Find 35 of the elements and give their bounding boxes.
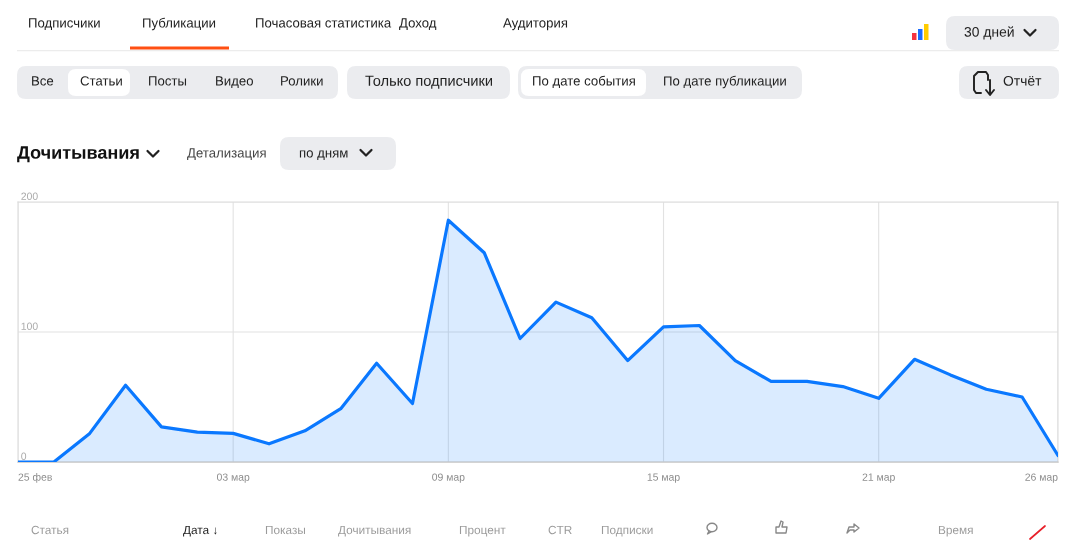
text: Все — [32, 76, 54, 86]
text: Статьи — [80, 76, 122, 86]
text: Дата ↓ — [183, 525, 217, 537]
text: Аудитория — [503, 18, 568, 31]
y-tick-label: 200 — [21, 192, 38, 200]
text: Только подписчики — [365, 75, 492, 89]
x-tick-label: 09 мар — [432, 473, 465, 483]
text: Дочитывания — [338, 525, 411, 537]
text: Процент — [459, 525, 506, 537]
text: Подписчики — [29, 18, 100, 31]
text: Доход — [399, 18, 437, 31]
x-tick-label: 25 фев — [18, 473, 52, 483]
x-tick-label: 15 мар — [647, 473, 680, 483]
text: По дате публикации — [664, 75, 786, 89]
text: Публикации — [143, 17, 216, 31]
y-tick-label: 0 — [21, 452, 27, 460]
text: Детализация — [187, 148, 266, 161]
text: Показы — [265, 525, 305, 535]
text: 30 дней — [964, 26, 1014, 40]
text: Отчёт — [1003, 75, 1042, 86]
text: Подписки — [601, 525, 653, 537]
x-tick-label: 03 мар — [216, 473, 250, 483]
text: По дате события — [533, 75, 635, 89]
text: Видео — [216, 76, 253, 89]
text: CTR — [548, 525, 572, 535]
chart-title: Дочитывания — [17, 146, 139, 163]
text: Ролики — [281, 76, 323, 86]
text: по дням — [299, 150, 348, 161]
x-tick-label: 21 мар — [862, 473, 895, 483]
x-tick-label: 26 мар — [1025, 473, 1058, 483]
y-tick-label: 100 — [21, 322, 38, 330]
text: Статья — [31, 525, 69, 535]
text: Посты — [149, 76, 187, 86]
text: Время — [938, 525, 973, 537]
text: Почасовая статистика — [256, 18, 392, 28]
